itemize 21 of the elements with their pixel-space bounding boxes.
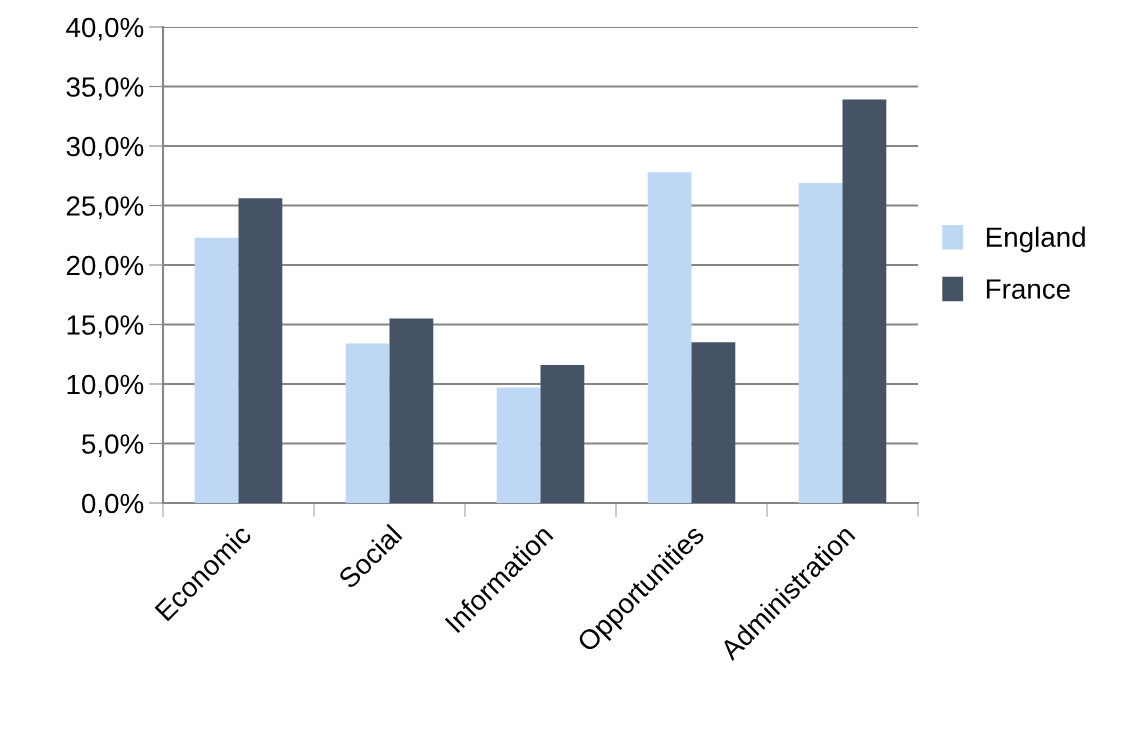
bar (238, 198, 283, 503)
y-tick-label: 5,0% (82, 434, 144, 458)
y-tick-label: 40,0% (66, 17, 144, 41)
legend-label: England (986, 226, 1085, 253)
bar (345, 343, 390, 503)
y-tick-label: 20,0% (66, 255, 144, 279)
y-tick-label: 35,0% (66, 77, 144, 101)
bar (691, 342, 736, 503)
bar (647, 172, 692, 503)
y-tick-label: 0,0% (82, 493, 144, 517)
y-tick-label: 10,0% (67, 374, 144, 398)
legend-label: France (986, 279, 1070, 299)
y-tick-label: 15,0% (67, 315, 144, 339)
bar (496, 387, 541, 503)
y-tick-label: 25,0% (66, 196, 144, 220)
bar (540, 364, 585, 503)
bar (842, 99, 887, 503)
bar (389, 318, 434, 503)
bar (798, 182, 843, 503)
y-tick-label: 30,0% (66, 136, 144, 160)
bar (194, 237, 239, 503)
